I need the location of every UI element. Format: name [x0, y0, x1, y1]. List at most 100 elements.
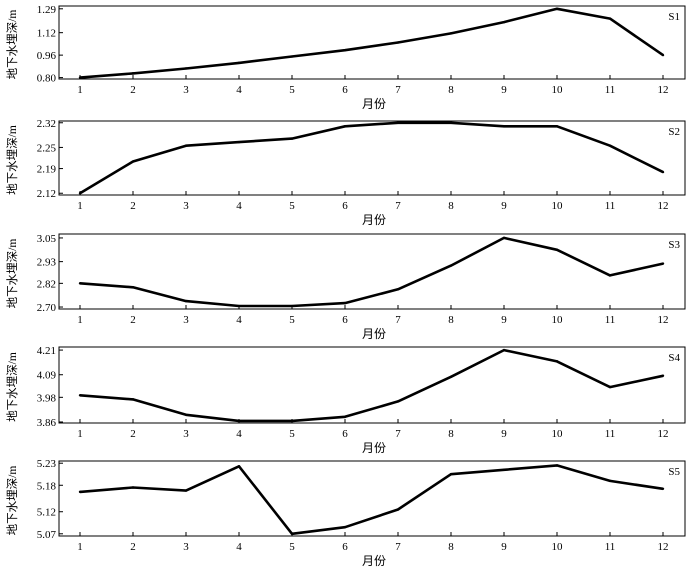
data-point — [555, 464, 559, 467]
data-point — [290, 304, 294, 308]
x-tick-label: 10 — [552, 541, 564, 553]
x-tick-label: 10 — [552, 200, 564, 212]
x-axis-title: 月份 — [362, 97, 386, 111]
data-point — [502, 125, 506, 128]
chart-panel-s4: 1 2 3 4 5 6 7 8 9 10 11 123.863.984.094.21月份地下水埋深/m… — [5, 345, 686, 455]
panel-label: S3 — [668, 239, 680, 251]
x-tick-label: 3 — [183, 314, 189, 326]
x-tick-label: 7 — [395, 428, 401, 440]
x-tick-label: 8 — [448, 314, 454, 326]
chart-panel-s2: 1 2 3 4 5 6 7 8 9 10 11 122.122.192.252.32月份地下水埋深/m… — [5, 118, 686, 227]
y-tick-label: 3.86 — [37, 417, 57, 429]
data-point — [661, 262, 665, 265]
data-point — [131, 160, 135, 163]
data-point — [237, 419, 241, 423]
data-point — [237, 140, 241, 144]
data-point — [78, 192, 82, 195]
y-tick-label: 1.12 — [37, 28, 56, 40]
y-tick-label: 3.05 — [37, 233, 57, 245]
data-point — [343, 525, 347, 529]
y-tick-label: 2.25 — [37, 142, 57, 154]
x-tick-label: 5 — [289, 200, 295, 212]
data-point — [396, 508, 400, 511]
data-point — [343, 301, 347, 305]
plot-frame — [58, 233, 686, 310]
data-point — [131, 286, 135, 289]
x-tick-label: 12 — [658, 314, 669, 326]
data-point — [237, 465, 241, 468]
x-tick-label: 10 — [552, 428, 564, 440]
y-tick-label: 2.19 — [37, 164, 57, 176]
x-tick-label: 2 — [130, 200, 136, 212]
x-tick-label: 6 — [342, 428, 348, 440]
x-tick-label: 1 — [77, 84, 83, 96]
data-point — [661, 487, 665, 490]
data-point — [661, 53, 665, 57]
y-tick-label: 4.21 — [37, 345, 56, 357]
data-point — [290, 419, 294, 423]
x-tick-label: 1 — [77, 200, 83, 212]
data-point — [396, 288, 400, 291]
panel-label: S2 — [668, 126, 680, 138]
x-tick-label: 4 — [236, 200, 242, 212]
data-point — [449, 32, 453, 35]
data-point — [396, 41, 400, 44]
x-tick-label: 11 — [605, 428, 616, 440]
x-tick-label: 3 — [183, 428, 189, 440]
chart-panel-s3: 1 2 3 4 5 6 7 8 9 10 11 122.702.822.933.05月份地下水埋深/m… — [5, 233, 686, 341]
x-tick-label: 3 — [183, 200, 189, 212]
y-axis-title: 地下水埋深/m — [5, 352, 19, 422]
data-point — [449, 473, 453, 476]
y-axis-title: 地下水埋深/m — [5, 10, 19, 80]
y-tick-label: 2.93 — [37, 257, 57, 269]
data-point — [449, 264, 453, 267]
x-tick-label: 8 — [448, 84, 454, 96]
data-point — [237, 61, 241, 65]
data-point — [237, 304, 241, 308]
x-tick-label: 2 — [130, 541, 136, 553]
x-tick-label: 1 — [77, 428, 83, 440]
data-point — [555, 7, 559, 11]
y-tick-label: 0.80 — [37, 73, 57, 85]
data-point — [184, 299, 188, 303]
x-tick-label: 12 — [658, 428, 669, 440]
x-tick-label: 4 — [236, 314, 242, 326]
x-tick-label: 2 — [130, 84, 136, 96]
panel-label: S4 — [668, 352, 680, 364]
x-tick-label: 2 — [130, 314, 136, 326]
data-point — [449, 121, 453, 124]
x-tick-label: 9 — [501, 200, 507, 212]
plot-frame — [58, 460, 686, 537]
x-tick-label: 11 — [605, 200, 616, 212]
data-point — [608, 479, 612, 483]
data-point — [661, 170, 665, 174]
x-tick-label: 4 — [236, 84, 242, 96]
data-point — [555, 360, 559, 363]
data-point — [396, 121, 400, 124]
x-tick-label: 6 — [342, 84, 348, 96]
data-point — [78, 490, 82, 494]
x-tick-label: 4 — [236, 428, 242, 440]
chart-panel-s1: 1 2 3 4 5 6 7 8 9 10 11 120.800.961.121.29月份地下水埋深/m… — [5, 4, 686, 111]
x-tick-label: 5 — [289, 314, 295, 326]
y-tick-label: 2.70 — [37, 302, 57, 314]
series-line-s4 — [79, 348, 664, 423]
x-tick-label: 12 — [658, 200, 669, 212]
y-axis-title: 地下水埋深/m — [5, 125, 19, 195]
x-tick-label: 7 — [395, 200, 401, 212]
data-point — [608, 17, 612, 20]
series-line-s3 — [79, 236, 664, 308]
y-tick-label: 2.32 — [37, 118, 56, 130]
x-tick-label: 9 — [501, 84, 507, 96]
panel-label: S1 — [668, 11, 680, 23]
data-point — [184, 489, 188, 492]
x-tick-label: 7 — [395, 84, 401, 96]
panel-label: S5 — [668, 466, 680, 478]
x-tick-label: 11 — [605, 314, 616, 326]
data-point — [502, 236, 506, 240]
y-tick-label: 0.96 — [37, 50, 57, 62]
y-tick-label: 5.23 — [37, 458, 57, 470]
x-tick-label: 9 — [501, 428, 507, 440]
x-tick-label: 6 — [342, 314, 348, 326]
